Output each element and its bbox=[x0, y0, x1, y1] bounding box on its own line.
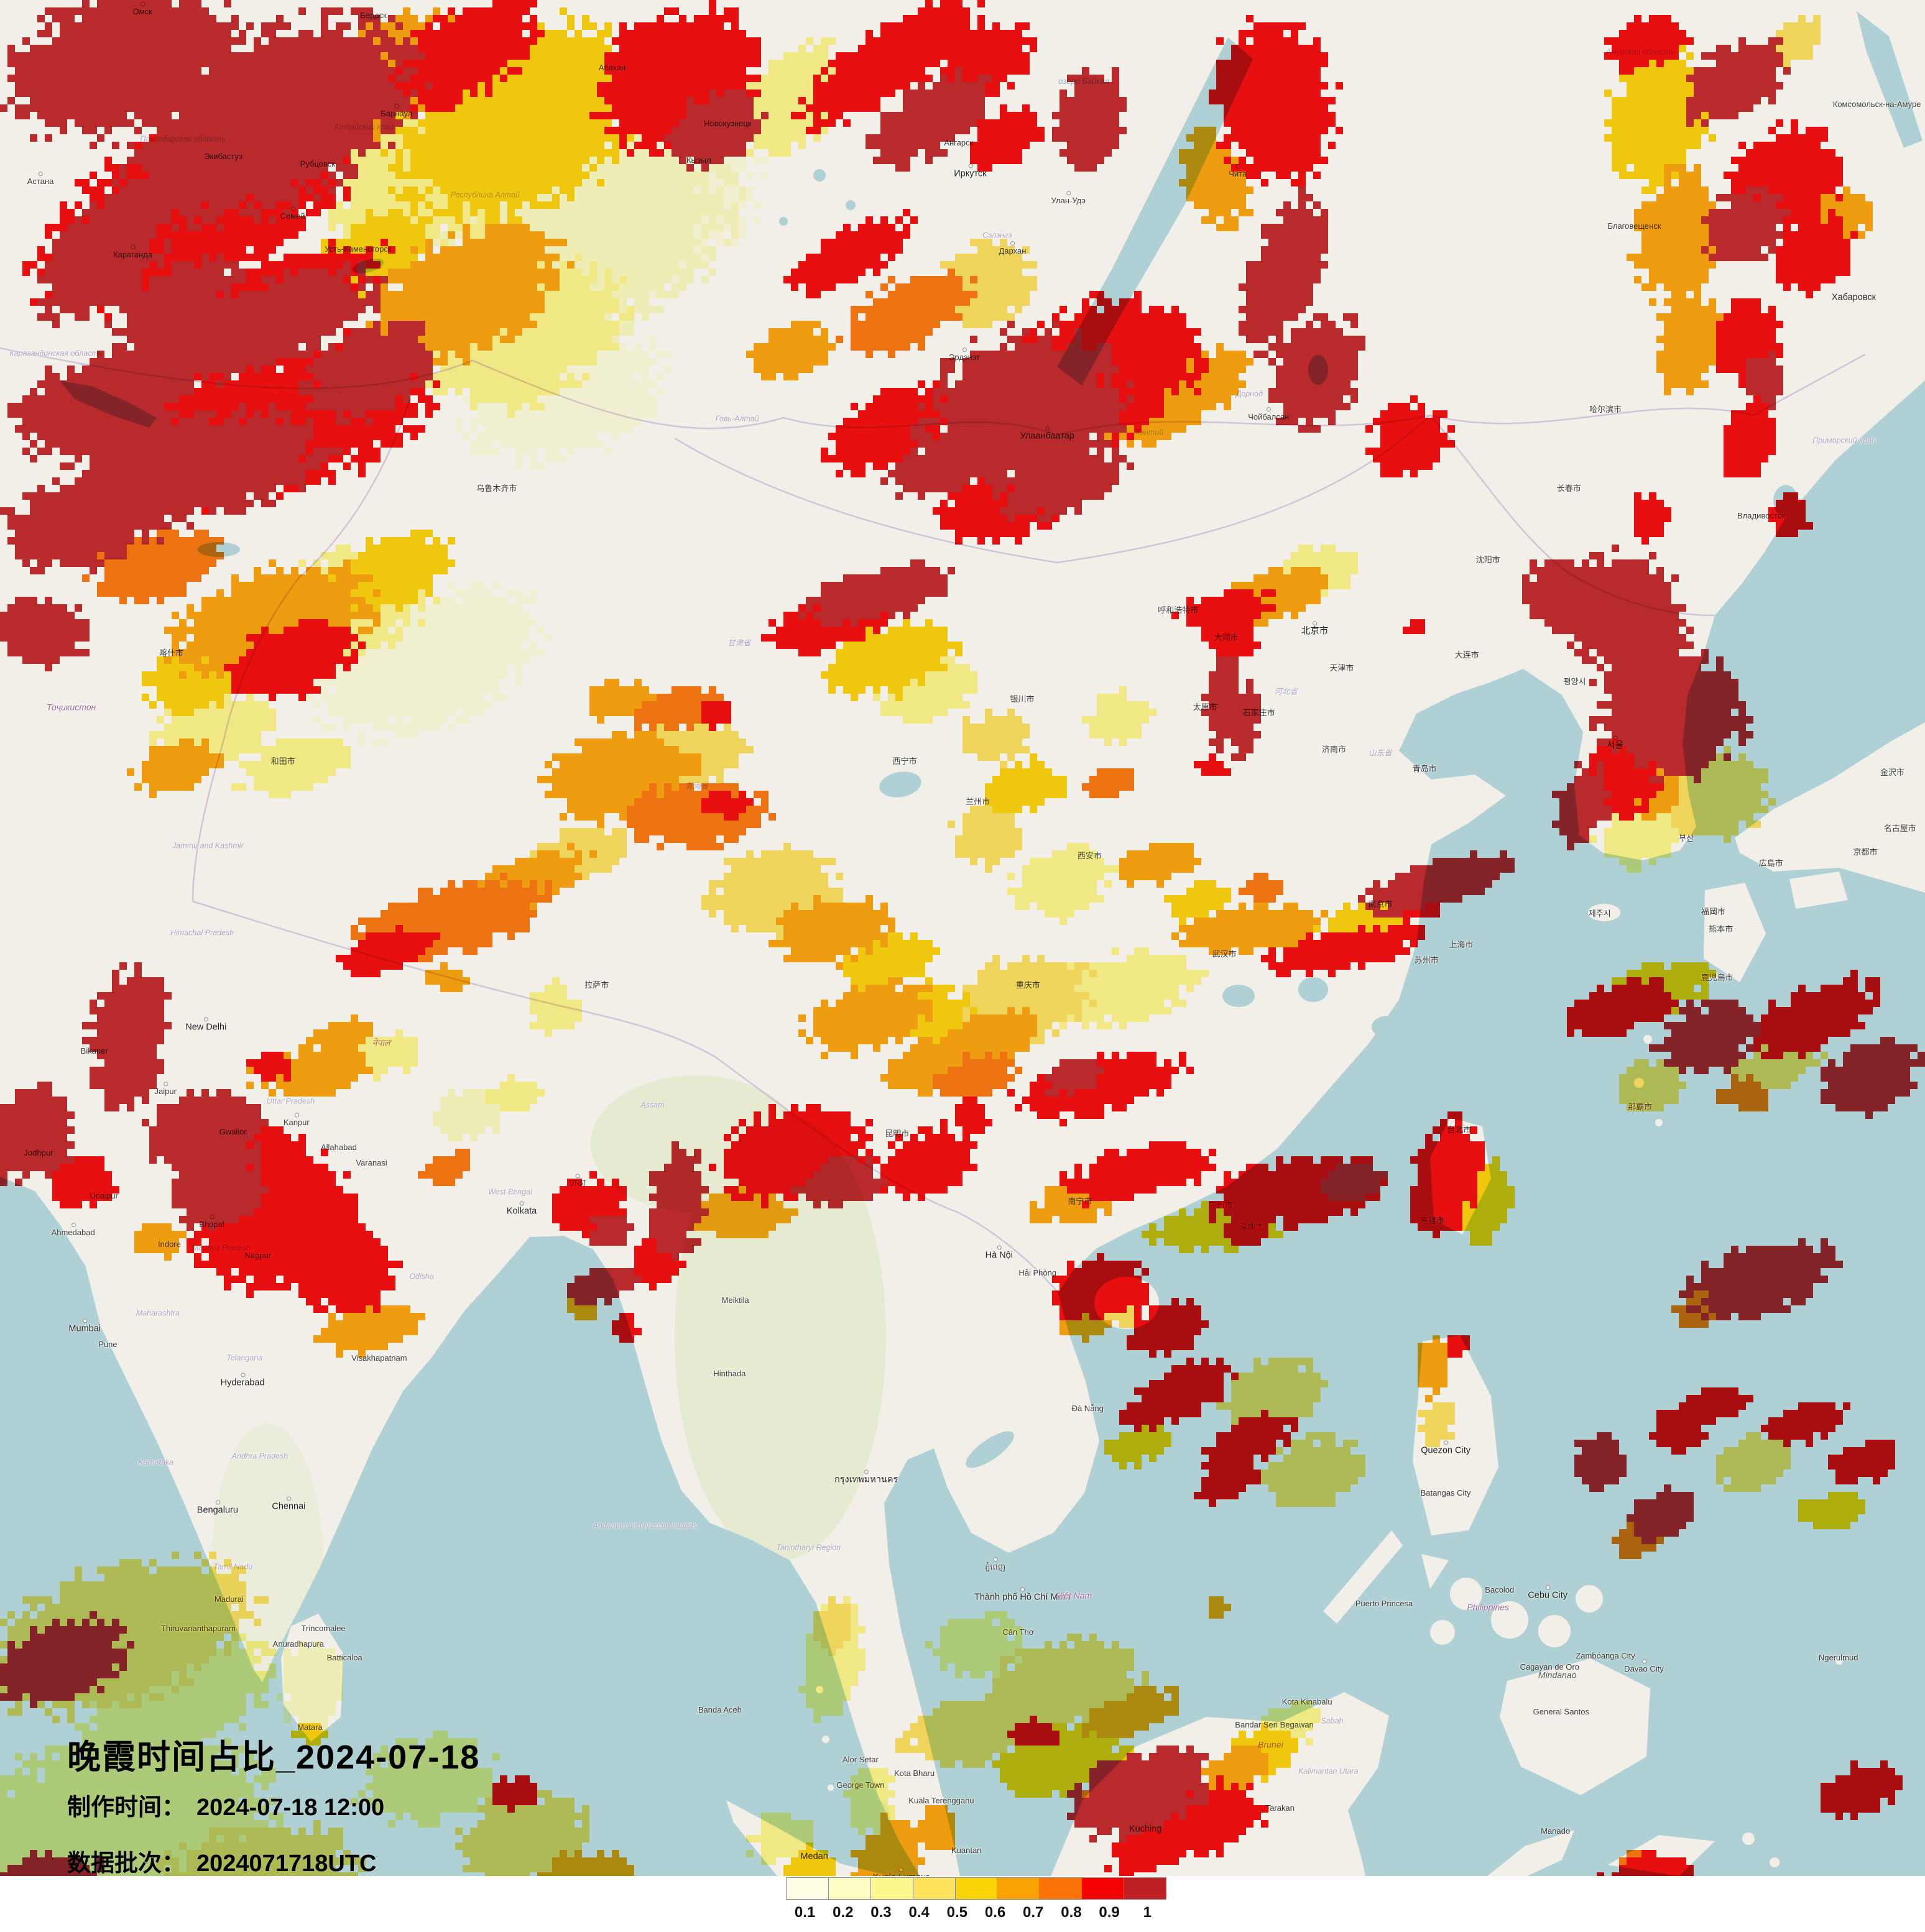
legend-swatch bbox=[870, 1878, 913, 1899]
legend-swatch bbox=[912, 1878, 955, 1899]
legend-swatch bbox=[1039, 1878, 1082, 1899]
map-view: ОмскАстанаКарагандаЭкибастузСемейУсть-Ка… bbox=[0, 0, 1925, 1876]
legend-tick-label: 0.6 bbox=[984, 1904, 1006, 1921]
legend-tick-label: 0.7 bbox=[1023, 1904, 1044, 1921]
legend-tick-label: 0.9 bbox=[1099, 1904, 1120, 1921]
legend-tick-label: 0.5 bbox=[946, 1904, 968, 1921]
legend-swatches bbox=[786, 1877, 1166, 1900]
color-legend: 0.1 0.2 0.3 0.4 0.5 0.6 0.7 0.8 0.9 1 bbox=[786, 1877, 1166, 1921]
legend-swatch bbox=[1124, 1878, 1166, 1899]
legend-footer: 0.1 0.2 0.3 0.4 0.5 0.6 0.7 0.8 0.9 1 bbox=[0, 1876, 1925, 1932]
legend-tick-label: 0.2 bbox=[833, 1904, 854, 1921]
legend-swatch bbox=[1081, 1878, 1124, 1899]
heatmap-layer bbox=[0, 0, 1925, 1876]
legend-ticks: 0.1 0.2 0.3 0.4 0.5 0.6 0.7 0.8 0.9 1 bbox=[786, 1904, 1166, 1921]
legend-swatch bbox=[954, 1878, 997, 1899]
legend-swatch bbox=[787, 1878, 828, 1899]
legend-tick-label: 1 bbox=[1143, 1904, 1152, 1921]
legend-tick-label: 0.8 bbox=[1061, 1904, 1082, 1921]
legend-tick-label: 0.3 bbox=[870, 1904, 892, 1921]
legend-swatch bbox=[997, 1878, 1040, 1899]
legend-swatch bbox=[828, 1878, 870, 1899]
legend-tick-label: 0.4 bbox=[908, 1904, 930, 1921]
legend-tick-label: 0.1 bbox=[794, 1904, 816, 1921]
